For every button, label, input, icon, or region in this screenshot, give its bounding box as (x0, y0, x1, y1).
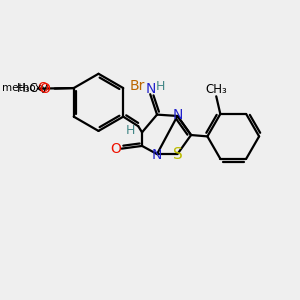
Text: O: O (39, 82, 50, 96)
Text: methoxy: methoxy (2, 83, 47, 93)
Text: N: N (146, 82, 156, 96)
Text: S: S (173, 147, 183, 162)
Text: H₃C: H₃C (16, 82, 38, 95)
Text: H: H (156, 80, 165, 93)
Text: Br: Br (130, 79, 145, 93)
Text: CH₃: CH₃ (206, 83, 227, 96)
Text: H: H (126, 124, 135, 137)
Text: N: N (173, 108, 183, 122)
Text: O: O (37, 81, 48, 95)
Text: O: O (110, 142, 121, 156)
Text: N: N (151, 148, 162, 162)
